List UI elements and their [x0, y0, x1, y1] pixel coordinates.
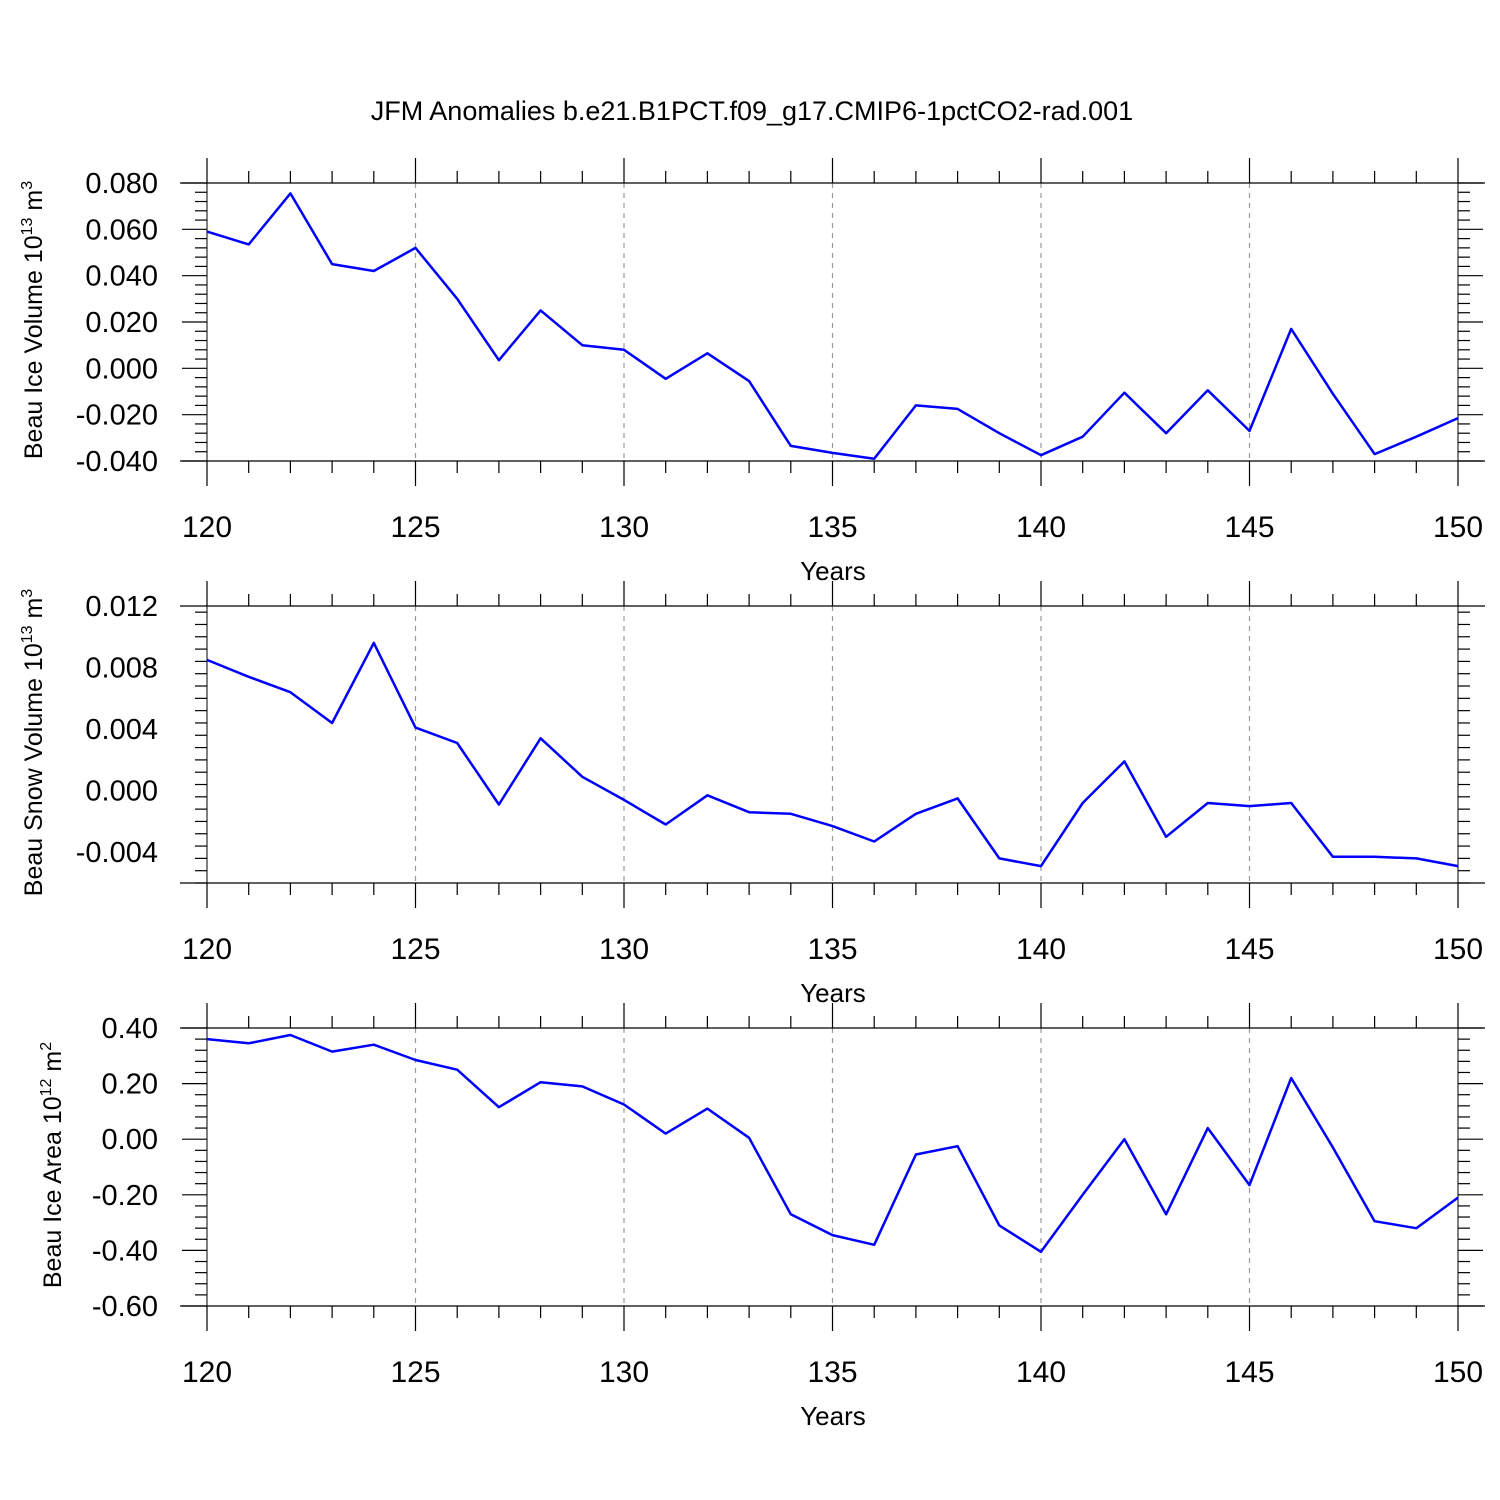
x-tick-label: 135 — [807, 511, 857, 544]
x-tick-label: 145 — [1224, 933, 1274, 966]
x-tick-label: 130 — [599, 933, 649, 966]
x-tick-label: 135 — [807, 1356, 857, 1389]
x-tick-label: 130 — [599, 511, 649, 544]
y-tick-label: -0.20 — [92, 1180, 158, 1212]
y-tick-label: -0.60 — [92, 1291, 158, 1323]
y-tick-label: 0.000 — [85, 353, 158, 385]
chart-panel-3: 0.40 0.20 0.00 -0.20 -0.40 -0.60 120 125 130 135 1… — [38, 1003, 1485, 1431]
y-tick-label: -0.020 — [76, 400, 158, 432]
y-tick-label: -0.40 — [92, 1235, 158, 1267]
series-line — [206, 641, 1459, 868]
x-tick-label: 120 — [182, 1356, 232, 1389]
y-tick-label: -0.004 — [76, 837, 158, 869]
y-tick-label: 0.080 — [85, 168, 158, 200]
chart-panel-1: 0.080 0.060 0.040 0.020 0.000 -0.020 -0.040 120… — [19, 158, 1485, 586]
x-tick-label: 135 — [807, 933, 857, 966]
x-tick-label: 120 — [182, 933, 232, 966]
x-tick-label: 140 — [1016, 933, 1066, 966]
y-tick-label: 0.20 — [102, 1069, 158, 1101]
y-axis-label: Beau Ice Area 1012 m2 — [38, 1042, 67, 1288]
x-tick-label: 130 — [599, 1356, 649, 1389]
x-tick-label: 145 — [1224, 511, 1274, 544]
y-tick-label: 0.040 — [85, 261, 158, 293]
y-tick-label: 0.060 — [85, 214, 158, 246]
figure-title: JFM Anomalies b.e21.B1PCT.f09_g17.CMIP6-… — [371, 96, 1133, 126]
x-tick-label: 125 — [390, 511, 440, 544]
series-line — [206, 1033, 1459, 1254]
y-axis-label: Beau Ice Volume 1013 m3 — [19, 181, 48, 459]
y-tick-label: 0.012 — [85, 591, 158, 623]
y-tick-label: 0.020 — [85, 307, 158, 339]
x-tick-label: 120 — [182, 511, 232, 544]
x-tick-label: 140 — [1016, 511, 1066, 544]
y-tick-label: 0.008 — [85, 653, 158, 685]
chart-panel-2: 0.012 0.008 0.004 0.000 -0.004 120 125 130 135 14… — [19, 581, 1485, 1008]
x-tick-label: 150 — [1433, 933, 1483, 966]
x-tick-label: 125 — [390, 933, 440, 966]
y-tick-label: 0.00 — [102, 1124, 158, 1156]
y-tick-label: 0.000 — [85, 776, 158, 808]
x-tick-label: 125 — [390, 1356, 440, 1389]
x-axis-label: Years — [800, 1401, 866, 1431]
x-tick-label: 150 — [1433, 1356, 1483, 1389]
x-tick-label: 150 — [1433, 511, 1483, 544]
y-axis-label: Beau Snow Volume 1013 m3 — [19, 589, 48, 897]
x-tick-label: 140 — [1016, 1356, 1066, 1389]
chart-panels: 0.080 0.060 0.040 0.020 0.000 -0.020 -0.040 120… — [19, 158, 1485, 1431]
x-tick-label: 145 — [1224, 1356, 1274, 1389]
y-tick-label: 0.004 — [85, 714, 158, 746]
y-tick-label: 0.40 — [102, 1013, 158, 1045]
y-tick-label: -0.040 — [76, 446, 158, 478]
